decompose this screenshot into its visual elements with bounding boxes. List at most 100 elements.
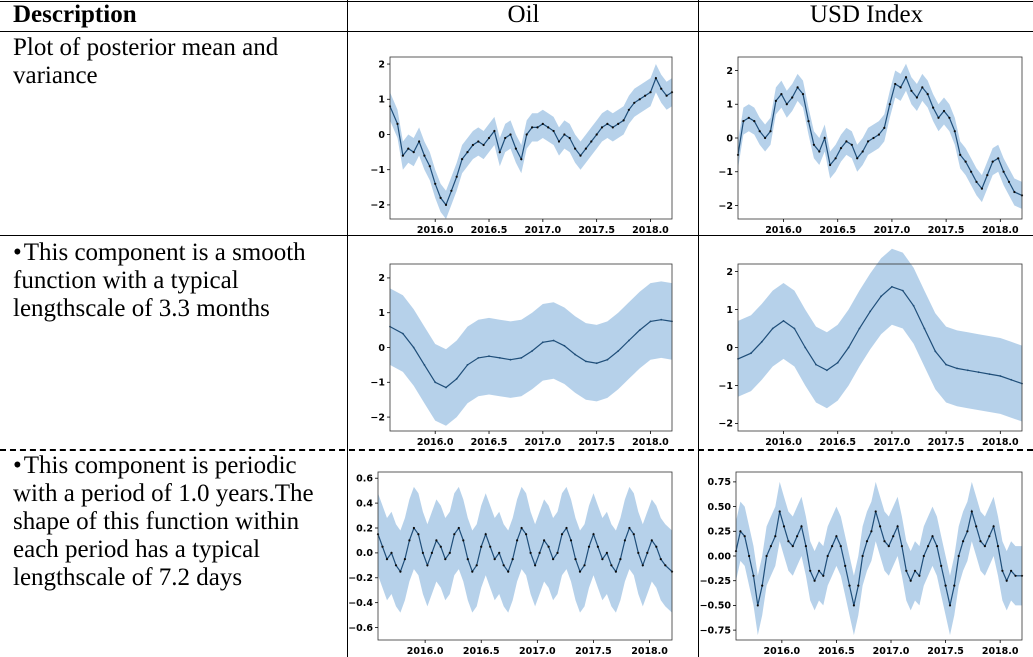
y-tick-label: 2 <box>378 273 385 284</box>
data-point <box>874 510 877 513</box>
data-point <box>901 289 904 292</box>
data-point <box>477 357 480 359</box>
data-point <box>970 510 973 513</box>
y-tick-label: −2 <box>718 419 733 430</box>
data-point <box>556 551 559 554</box>
y-tick-label: 0.00 <box>708 551 732 562</box>
bullet-icon: • <box>13 452 22 479</box>
data-point <box>801 93 805 96</box>
data-point <box>870 530 873 533</box>
data-point <box>445 386 447 389</box>
dashed-row-rule <box>0 449 1033 451</box>
data-point <box>850 143 853 146</box>
column-divider-1 <box>347 0 348 657</box>
data-point <box>834 157 837 160</box>
data-point <box>857 584 860 587</box>
data-point <box>484 533 487 536</box>
y-tick-label: −0.6 <box>348 623 373 634</box>
data-point <box>475 564 478 567</box>
data-point <box>638 98 641 101</box>
data-point <box>585 360 587 363</box>
data-point <box>826 369 828 372</box>
data-point <box>434 381 437 384</box>
x-tick-label: 2018.0 <box>982 437 1019 448</box>
data-point <box>847 346 850 349</box>
data-point <box>504 136 507 140</box>
data-point <box>940 564 943 567</box>
data-point <box>498 151 501 154</box>
data-point <box>402 332 404 335</box>
data-point <box>975 180 978 183</box>
mean-line <box>377 526 673 573</box>
x-tick-label: 2017.5 <box>928 225 965 236</box>
y-tick-label: −0.4 <box>348 598 373 609</box>
data-point <box>822 574 825 577</box>
data-point <box>529 551 532 554</box>
data-point <box>448 551 451 554</box>
data-point <box>991 160 994 163</box>
data-point <box>883 540 886 543</box>
data-point <box>638 329 641 331</box>
column-divider-2 <box>698 0 699 657</box>
data-point <box>552 129 555 133</box>
data-point <box>945 363 947 366</box>
data-point <box>482 143 485 147</box>
y-tick-label: 0.25 <box>708 527 731 538</box>
data-point <box>831 545 834 548</box>
data-point <box>997 157 1000 160</box>
y-tick-label: 0 <box>378 343 385 354</box>
data-point <box>547 126 550 129</box>
data-point <box>633 101 636 104</box>
data-point <box>983 545 986 548</box>
data-point <box>610 564 613 567</box>
y-tick-label: −1 <box>718 167 733 178</box>
data-point <box>563 133 566 136</box>
table-top-rule <box>0 1 1033 2</box>
data-point <box>462 539 465 542</box>
data-point <box>815 363 817 366</box>
data-point <box>434 182 437 185</box>
data-point <box>488 355 490 358</box>
data-point <box>817 569 821 572</box>
x-tick-label: 2017.5 <box>928 437 965 448</box>
data-point <box>641 564 644 567</box>
description-text: This component is a smooth function with… <box>13 239 306 322</box>
data-point <box>606 122 609 125</box>
data-point <box>752 574 755 577</box>
data-point <box>796 535 799 538</box>
row-description-3: •This component is periodic with a perio… <box>13 452 343 592</box>
data-point <box>453 533 456 536</box>
data-point <box>487 136 491 140</box>
data-point <box>953 130 956 133</box>
data-point <box>926 93 929 96</box>
data-point <box>915 96 918 99</box>
chart-oil-smooth: 2016.0 2016.5 2017.0 2017.5 2018.0 −2 −1 0 1 2 <box>370 263 673 448</box>
row-rule <box>0 235 1033 236</box>
data-point <box>455 175 458 178</box>
x-tick-label: 2016.0 <box>765 437 802 448</box>
data-point <box>466 364 469 366</box>
data-point <box>782 320 785 322</box>
data-point <box>587 545 591 548</box>
data-point <box>739 530 742 533</box>
data-point <box>407 147 410 150</box>
chart-oil-periodic: 2016.0 2016.5 2017.0 2017.5 2018.0 −0.6 −0.4 −0… <box>348 471 674 657</box>
data-point <box>444 203 448 206</box>
data-point <box>655 545 658 548</box>
data-point <box>988 535 991 538</box>
data-point <box>498 357 501 359</box>
data-point <box>782 525 786 528</box>
mean-line <box>735 509 1022 606</box>
data-point <box>600 126 604 129</box>
data-point <box>417 533 420 536</box>
chart-usd-periodic: 2016.0 2016.5 2017.0 2017.5 2018.0 −0.75 −0.50… <box>700 471 1024 657</box>
data-point <box>623 539 626 542</box>
y-tick-label: 0.6 <box>356 474 373 485</box>
data-point <box>381 545 384 548</box>
data-point <box>394 564 398 567</box>
data-point <box>565 526 568 530</box>
data-point <box>516 539 519 542</box>
data-point <box>913 569 917 572</box>
x-tick-label: 2016.5 <box>819 225 856 236</box>
